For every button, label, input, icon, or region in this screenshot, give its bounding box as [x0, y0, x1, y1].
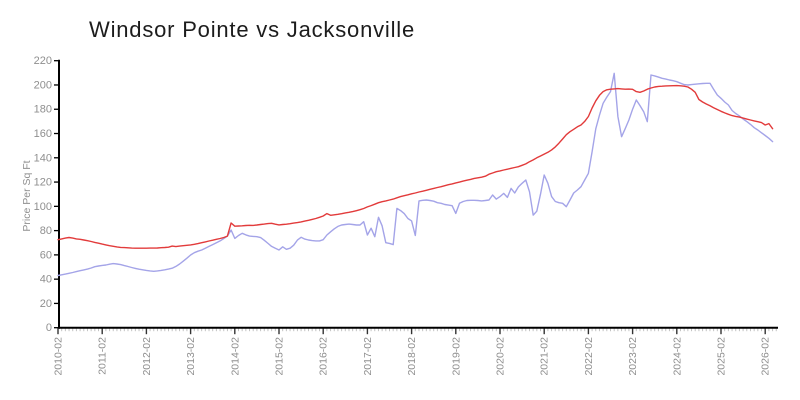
x-tick-label: 2020-02 [495, 337, 507, 376]
x-tick-label: 2012-02 [141, 337, 153, 376]
y-tick-label: 180 [34, 104, 52, 116]
y-tick-label: 120 [34, 177, 52, 189]
y-tick-label: 60 [40, 249, 52, 261]
x-tick-label: 2024-02 [671, 337, 683, 376]
x-tick-label: 2018-02 [406, 337, 418, 376]
y-tick-label: 160 [34, 128, 52, 140]
y-tick-label: 220 [34, 55, 52, 67]
y-tick-label: 40 [40, 274, 52, 286]
x-tick-label: 2026-02 [760, 337, 772, 376]
y-axis-title: Price Per Sq Ft [21, 160, 33, 231]
y-tick-label: 0 [46, 322, 52, 334]
x-tick-label: 2015-02 [274, 337, 286, 376]
x-tick-label: 2013-02 [185, 337, 197, 376]
x-tick-label: 2021-02 [539, 337, 551, 376]
x-tick-label: 2019-02 [450, 337, 462, 376]
y-tick-label: 200 [34, 79, 52, 91]
x-tick-label: 2014-02 [229, 337, 241, 376]
x-tick-label: 2011-02 [97, 337, 109, 375]
x-tick-label: 2017-02 [362, 337, 374, 376]
x-tick-label: 2022-02 [583, 337, 595, 376]
x-tick-label: 2023-02 [627, 337, 639, 376]
y-tick-label: 20 [40, 298, 52, 310]
x-tick-label: 2025-02 [716, 337, 728, 376]
x-tick-label: 2016-02 [318, 337, 330, 376]
x-tick-label: 2010-02 [53, 337, 65, 376]
y-tick-label: 140 [34, 152, 52, 164]
y-tick-label: 100 [34, 201, 52, 213]
chart-title: Windsor Pointe vs Jacksonville [89, 17, 416, 42]
series-line-windsor-pointe [57, 72, 774, 277]
series-line-jacksonville [57, 84, 774, 249]
y-tick-label: 80 [40, 225, 52, 237]
